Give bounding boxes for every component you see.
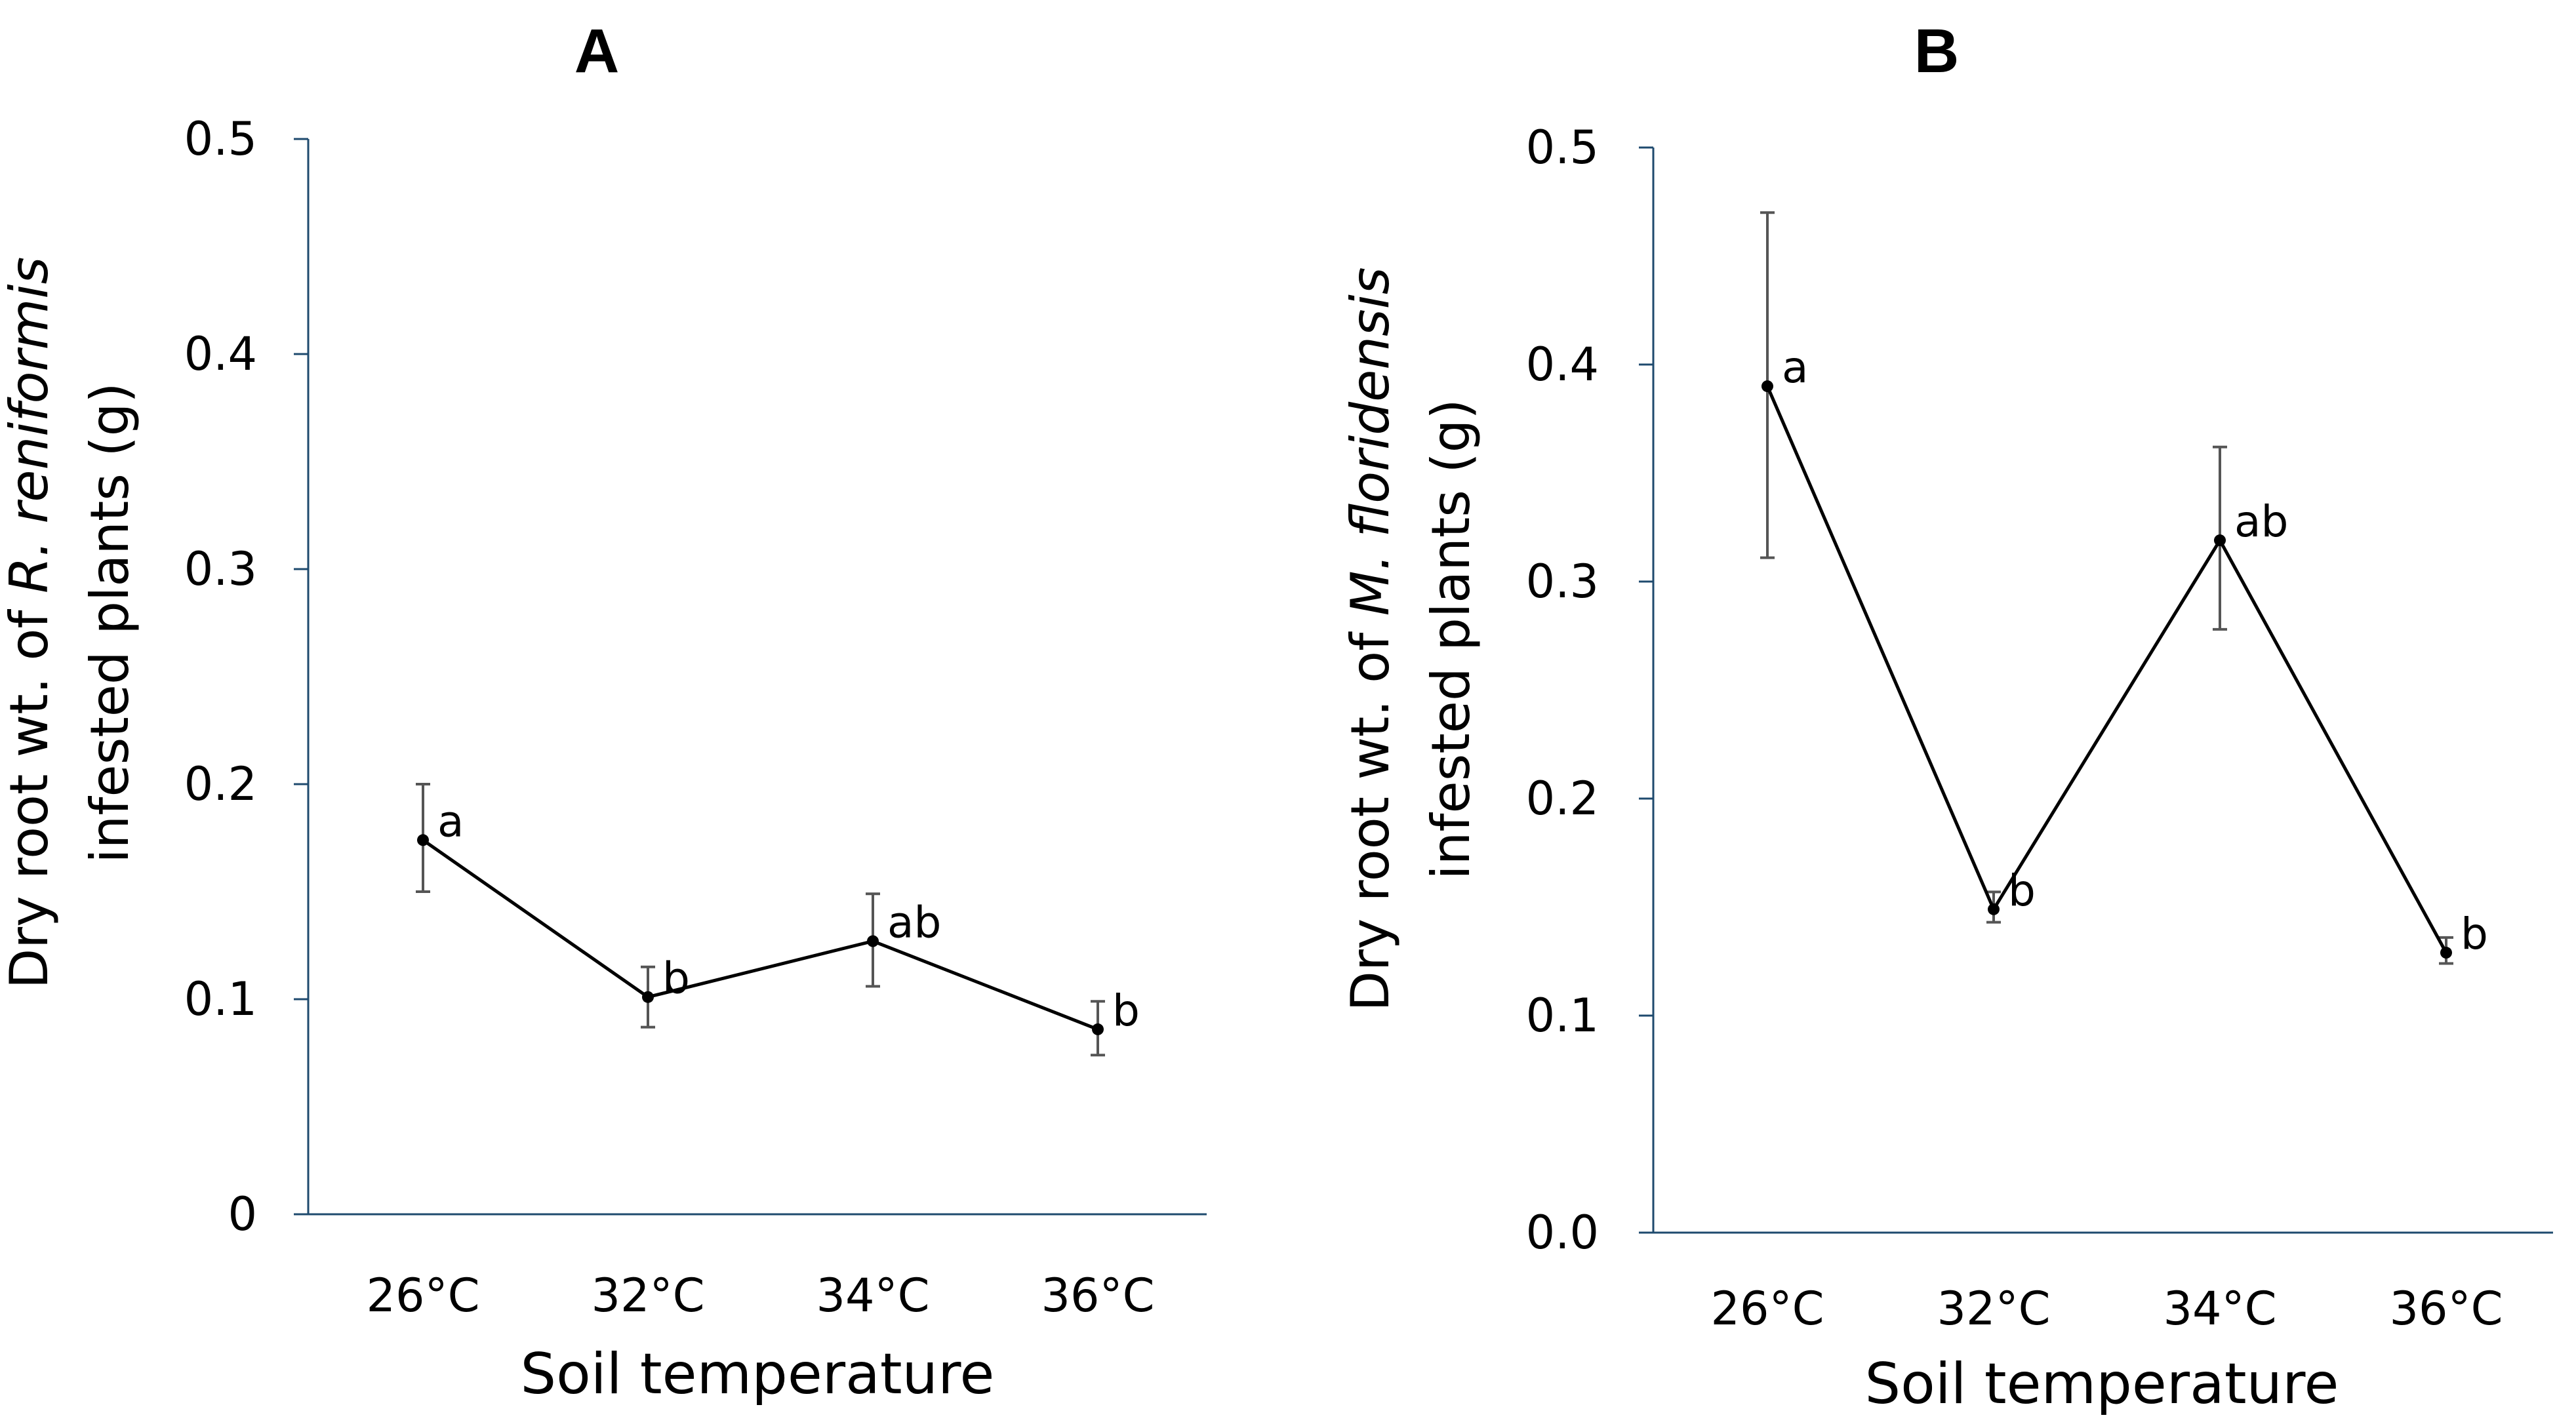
chart-panel-b: B 0.0 0.1 0.2 0.3 0.4 0.5 26°C 32°C 34°C 36°C Soil …: [1340, 16, 2553, 1417]
panel-b-data-point: [1761, 380, 1773, 393]
panel-b-series-line: [1765, 386, 2448, 954]
panel-a-data-point: [867, 935, 879, 947]
panel-b-data-point: [2214, 534, 2226, 547]
panel-b-y-axis-title-species: M. floridensis: [1340, 267, 1401, 616]
panel-a-data-point: [417, 834, 429, 846]
panel-b-x-axis-title: Soil temperature: [1865, 1351, 2339, 1417]
panel-b-y-tick-label: 0.5: [1526, 121, 1599, 174]
panel-b-y-axis-title-line2: infested plants (g): [1420, 399, 1481, 879]
panel-a-x-axis-title: Soil temperature: [521, 1341, 995, 1407]
panel-a-y-axis-title-species: R. reniformis: [0, 257, 60, 593]
panel-a-y-tick-label: 0.4: [184, 327, 257, 381]
panel-a-data-point: [642, 991, 654, 1003]
panel-a-y-axis-title-line1: Dry root wt. of R. reniformis: [0, 257, 60, 989]
panel-b-x-tick-label: 36°C: [2390, 1282, 2503, 1336]
panel-a-point-label: ab: [887, 897, 941, 947]
panel-b-y-axis-title-line1: Dry root wt. of M. floridensis: [1340, 267, 1401, 1011]
panel-a-title: A: [574, 16, 620, 86]
panel-a-x-tick-label: 26°C: [367, 1269, 480, 1322]
panel-b-data-point: [1988, 903, 2000, 915]
panel-b-y-tick-label: 0.3: [1526, 555, 1599, 608]
panel-a-x-tick-label: 32°C: [592, 1269, 705, 1322]
panel-b-x-tick-label: 32°C: [1937, 1282, 2051, 1336]
panel-a-y-tick-label: 0.2: [184, 757, 257, 811]
chart-panel-a: A 0 0.1 0.2 0.3 0.4 0.5 26°C 32°C 34°C 36°C Soil te…: [0, 16, 1207, 1407]
panel-a-y-axis-title-line2: infested plants (g): [79, 382, 140, 863]
panel-a-y-tick-label: 0.3: [184, 542, 257, 596]
panel-a-point-label: b: [1112, 985, 1140, 1036]
panel-b-point-label: ab: [2234, 496, 2288, 547]
panel-b-data-point: [2440, 947, 2452, 959]
panel-a-y-axis-title-prefix: Dry root wt. of: [0, 593, 60, 989]
panel-a-x-tick-label: 34°C: [816, 1269, 930, 1322]
panel-a-point-label: b: [662, 953, 690, 1004]
panel-b-title: B: [1914, 16, 1960, 86]
panel-b-y-tick-label: 0.0: [1526, 1206, 1599, 1259]
panel-a-point-label: a: [437, 796, 464, 846]
panel-b-y-tick-label: 0.2: [1526, 772, 1599, 825]
panel-b-point-label: b: [2461, 909, 2488, 959]
panel-b-x-tick-label: 26°C: [1711, 1282, 1824, 1336]
panel-b-point-label: b: [2008, 865, 2036, 916]
panel-a-y-tick-label: 0.1: [184, 972, 257, 1026]
panel-a-y-tick-label: 0.5: [184, 112, 257, 166]
panel-a-x-tick-label: 36°C: [1041, 1269, 1155, 1322]
panel-b-x-tick-label: 34°C: [2163, 1282, 2277, 1336]
panel-a-series-line: [422, 839, 1098, 1031]
panel-a-data-point: [1092, 1023, 1104, 1035]
panel-b-y-tick-label: 0.4: [1526, 338, 1599, 391]
panel-a-y-tick-label: 0: [228, 1187, 257, 1241]
panel-b-y-axis-title-prefix: Dry root wt. of: [1340, 616, 1401, 1011]
panel-b-y-tick-label: 0.1: [1526, 989, 1599, 1042]
panel-b-point-label: a: [1782, 342, 1808, 393]
